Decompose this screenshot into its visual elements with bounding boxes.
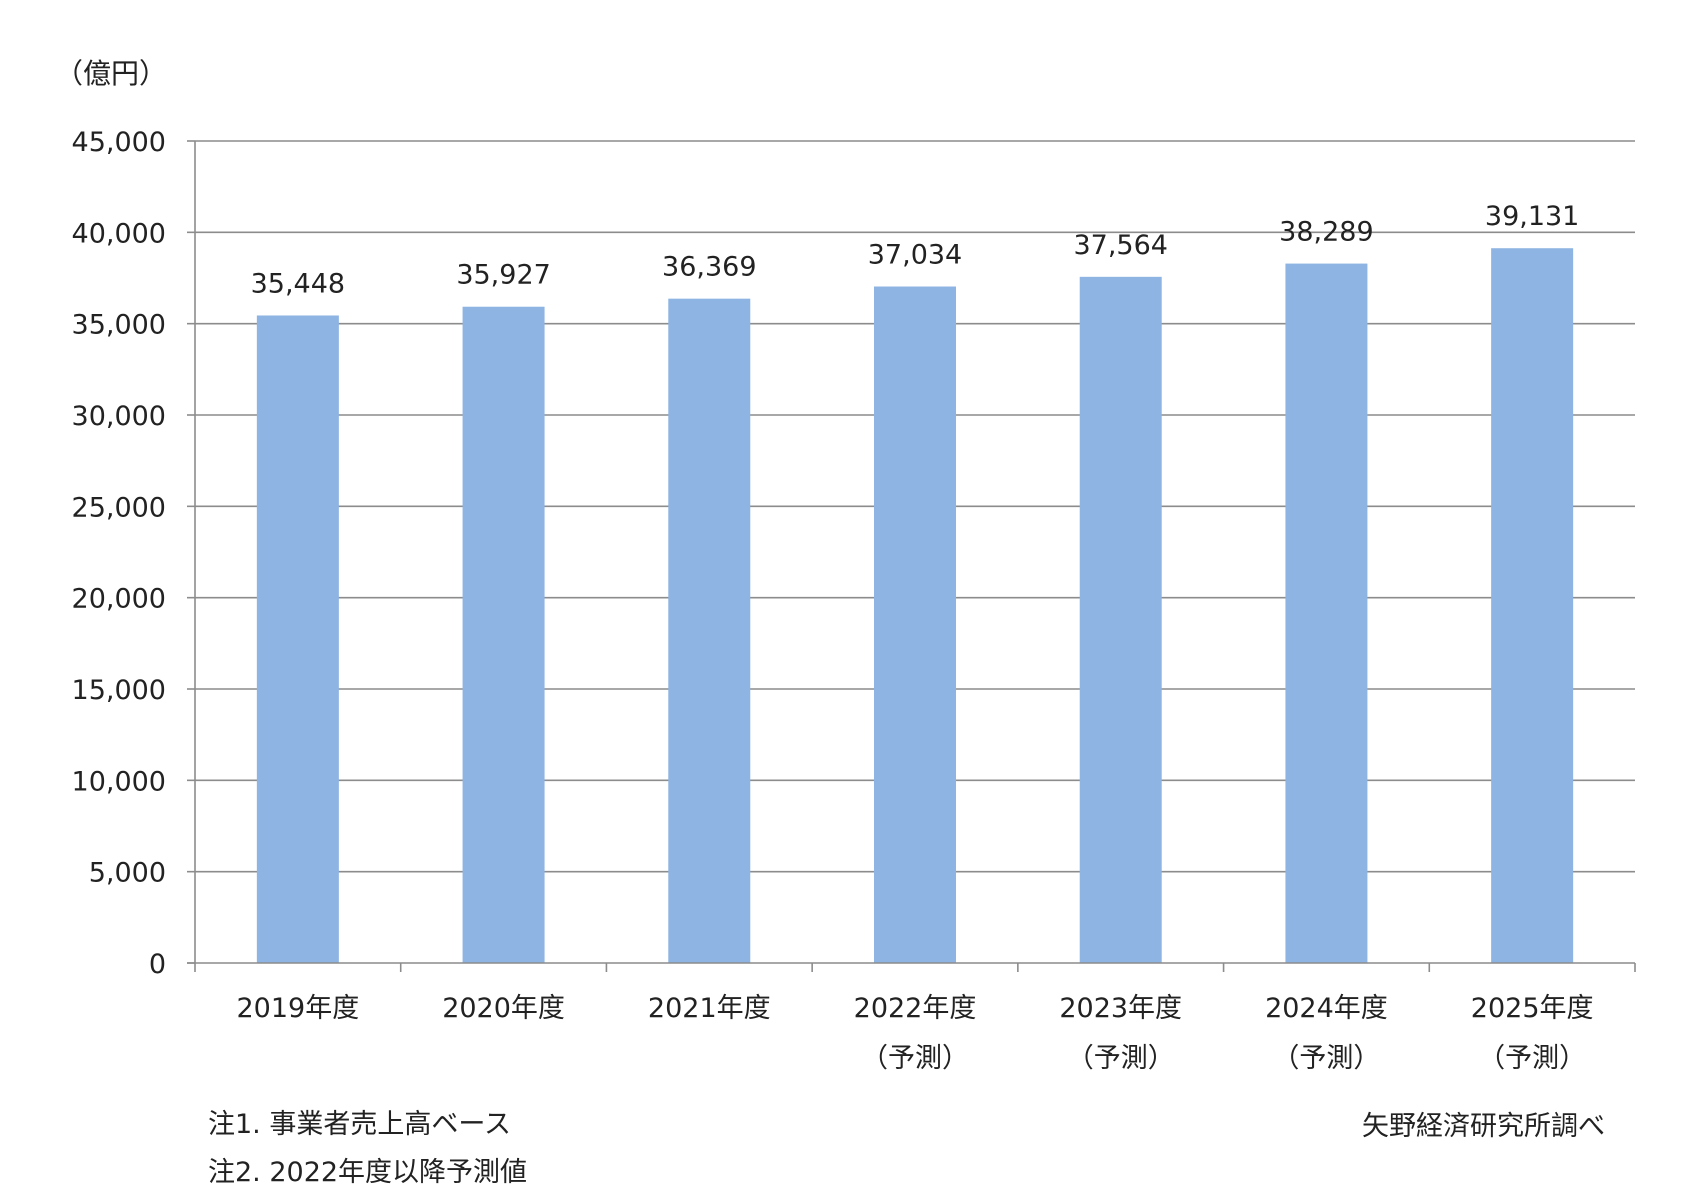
x-tick-label: （予測） <box>1272 1043 1380 1074</box>
bar-value-label: 39,131 <box>1485 201 1579 232</box>
bar-value-label: 38,289 <box>1279 217 1373 248</box>
bar-value-label: 36,369 <box>662 252 756 283</box>
y-tick-label: 10,000 <box>72 766 166 797</box>
source-note: 矢野経済研究所調べ <box>1362 1111 1605 1142</box>
y-axis-unit-label: （億円） <box>55 57 167 90</box>
y-tick-label: 35,000 <box>72 310 166 341</box>
y-tick-label: 30,000 <box>72 401 166 432</box>
x-axis-category-labels: 2019年度 2020年度 2021年度 2022年度 （予測） 2023年度 （予測） 20… <box>236 993 1593 1074</box>
x-tick-label: （予測） <box>1478 1043 1586 1074</box>
bars <box>256 248 1574 964</box>
y-tick-label: 5,000 <box>89 858 166 889</box>
x-tick-label: （予測） <box>1067 1043 1175 1074</box>
bar-value-label: 35,448 <box>251 268 345 299</box>
x-tick-label: 2023年度 <box>1059 993 1182 1024</box>
y-tick-label: 40,000 <box>72 218 166 249</box>
bar <box>874 286 956 963</box>
y-tick-label: 45,000 <box>72 127 166 158</box>
note-1: 注1. 事業者売上高ベース <box>208 1109 511 1140</box>
x-tick-label: 2022年度 <box>854 993 977 1024</box>
bar-value-label: 35,927 <box>456 260 550 291</box>
y-tick-label: 25,000 <box>72 492 166 523</box>
bar-value-labels: 35,448 35,927 36,369 37,034 37,564 38,289 39,1… <box>251 201 1580 299</box>
x-tick-label: 2020年度 <box>442 993 565 1024</box>
bar <box>1079 276 1162 963</box>
bar <box>1491 248 1574 964</box>
bar <box>462 306 545 963</box>
x-tick-label: 2019年度 <box>236 993 359 1024</box>
bar <box>256 315 339 964</box>
y-tick-label: 20,000 <box>72 584 166 615</box>
bar-value-label: 37,564 <box>1073 230 1167 261</box>
bar <box>1285 263 1368 963</box>
x-tick-label: 2021年度 <box>648 993 771 1024</box>
x-tick-label: 2025年度 <box>1471 993 1594 1024</box>
y-tick-label: 15,000 <box>72 675 166 706</box>
y-axis-tick-labels: 0 5,000 10,000 15,000 20,000 25,000 30,000 35,0… <box>72 127 166 980</box>
bar <box>668 298 751 963</box>
bar-value-label: 37,034 <box>868 240 962 271</box>
x-tick-label: 2024年度 <box>1265 993 1388 1024</box>
y-tick-label: 0 <box>149 949 166 980</box>
axes <box>187 140 1636 972</box>
note-2: 注2. 2022年度以降予測値 <box>208 1157 528 1188</box>
x-tick-label: （予測） <box>861 1043 969 1074</box>
